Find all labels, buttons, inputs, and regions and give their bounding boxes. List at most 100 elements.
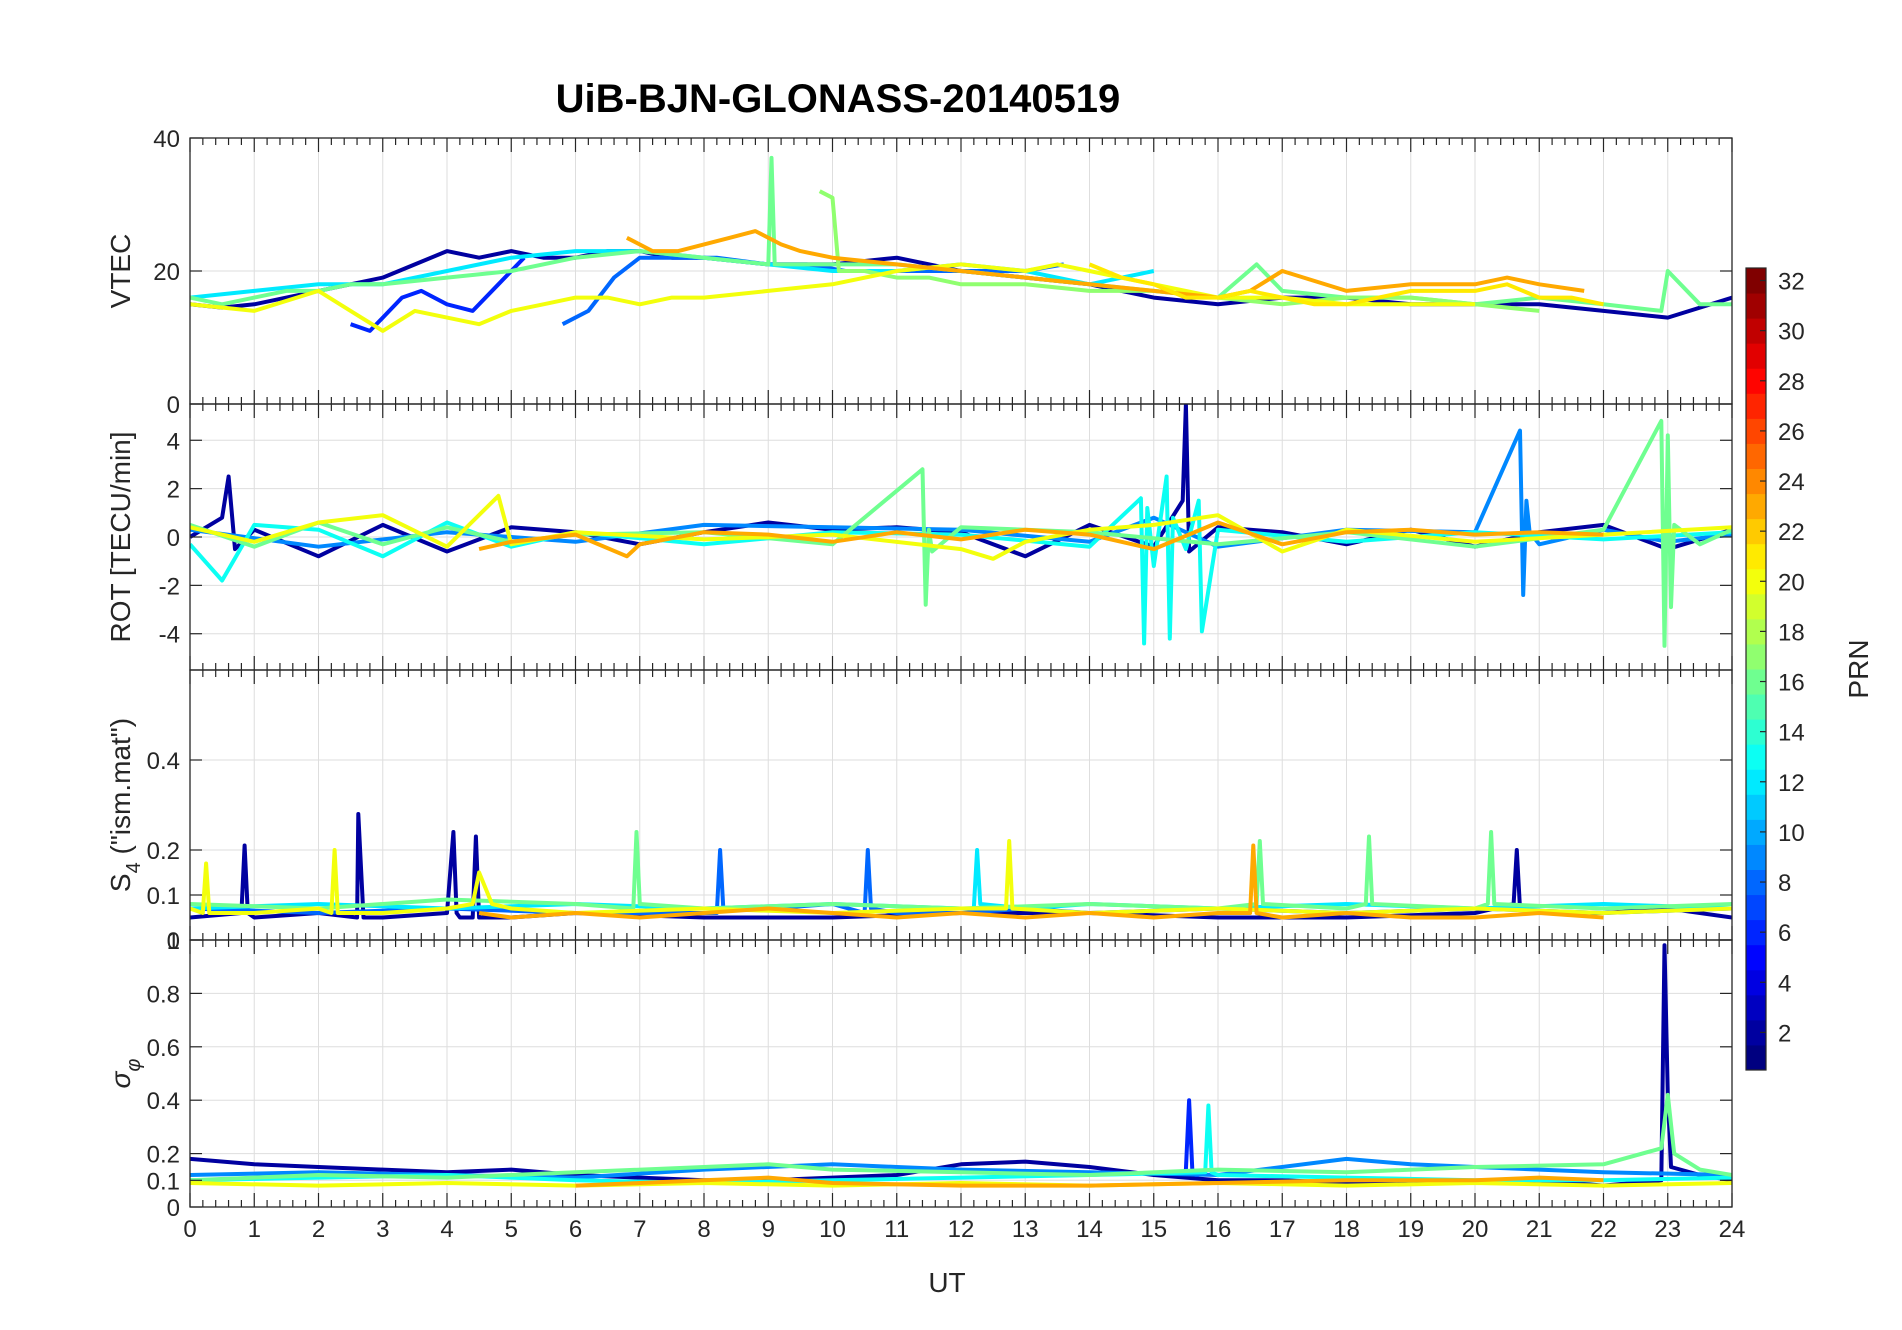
x-tick-label: 18	[1333, 1216, 1360, 1243]
colorbar-swatch	[1746, 493, 1766, 520]
series-line-prn-6	[349, 256, 526, 333]
colorbar-tick-label: 8	[1778, 870, 1791, 897]
series-group	[190, 943, 1732, 1188]
colorbar-label: PRN	[1843, 639, 1874, 698]
panel-vtec: 0 20 40 VTEC	[105, 126, 1733, 419]
series-line-prn-20	[190, 1181, 1732, 1188]
colorbar-tick-label: 22	[1778, 519, 1805, 546]
colorbar-swatch	[1746, 343, 1766, 369]
colorbar-swatch	[1746, 293, 1766, 319]
colorbar-swatch	[1746, 643, 1766, 670]
colorbar-tick-label: 14	[1778, 720, 1805, 747]
y-axis-label: S4 ("ism.mat")	[105, 718, 145, 892]
colorbar-frame	[1745, 267, 1767, 1071]
colorbar-swatch	[1746, 769, 1766, 795]
colorbar-tick-label: 2	[1778, 1020, 1791, 1047]
colorbar-swatch	[1746, 1019, 1766, 1046]
colorbar-swatch	[1746, 719, 1766, 745]
series-line-prn-23	[625, 229, 1585, 300]
colorbar-tick-label: 30	[1778, 319, 1805, 346]
x-axis-label: UT	[928, 1267, 965, 1298]
x-tick-label: 17	[1269, 1216, 1296, 1243]
series-line-prn-21	[1088, 262, 1604, 307]
y-tick-label: 0.6	[147, 1035, 180, 1062]
colorbar-tick-label: 12	[1778, 770, 1805, 797]
series-line-prn-20	[190, 839, 1732, 915]
colorbar-swatch	[1746, 418, 1766, 444]
y-tick-label: 20	[153, 259, 180, 286]
x-tick-label: 11	[884, 1216, 909, 1243]
colorbar-tick-label: 18	[1778, 619, 1805, 646]
y-tick-label: 0.1	[147, 1168, 180, 1195]
colorbar-swatch	[1746, 744, 1766, 770]
x-tick-label: 14	[1076, 1216, 1103, 1243]
x-tick-label: 2	[312, 1216, 325, 1243]
colorbar-swatch	[1746, 669, 1766, 695]
colorbar-swatch	[1746, 869, 1766, 896]
x-tick-label: 5	[505, 1216, 518, 1243]
x-tick-label: 7	[633, 1216, 646, 1243]
x-tick-labels: 0 1 2 3 4 5 6 7 8 9 10 11 12 13 14 15 16 17 18 19 20 21 22 23 24	[183, 1216, 1745, 1243]
series-line-prn-13	[190, 474, 1732, 646]
colorbar-swatch	[1746, 593, 1766, 620]
colorbar-swatch	[1746, 393, 1766, 419]
panel-rot: -4 -2 0 2 4 ROT [TECU/min]	[105, 403, 1733, 671]
colorbar-swatch	[1746, 819, 1766, 845]
colorbar-tick-label: 32	[1778, 269, 1805, 296]
y-axis-label: σφ	[105, 1059, 145, 1089]
y-tick-label: 0.8	[147, 981, 180, 1008]
x-tick-label: 6	[569, 1216, 582, 1243]
colorbar-swatch	[1746, 694, 1766, 720]
y-tick-label: 0.4	[147, 748, 180, 775]
colorbar-swatch	[1746, 919, 1766, 946]
y-tick-label: 0.2	[147, 838, 180, 865]
colorbar-swatch	[1746, 468, 1766, 495]
colorbar-swatch	[1746, 543, 1766, 570]
y-tick-label: 4	[167, 428, 180, 455]
y-tick-label: -2	[159, 573, 180, 600]
colorbar-tick-label: 16	[1778, 670, 1805, 697]
y-tick-label: 1	[167, 928, 180, 955]
y-tick-label: 40	[153, 126, 180, 153]
colorbar-swatch	[1746, 443, 1766, 469]
series-group	[190, 404, 1732, 648]
colorbar-tick-label: 6	[1778, 920, 1791, 947]
colorbar-tick-label: 26	[1778, 419, 1805, 446]
x-tick-label: 15	[1140, 1216, 1167, 1243]
series-line-prn-16	[190, 1092, 1732, 1183]
colorbar-swatch	[1746, 844, 1766, 870]
x-tick-label: 20	[1462, 1216, 1489, 1243]
x-tick-label: 0	[183, 1216, 196, 1243]
x-tick-label: 9	[762, 1216, 775, 1243]
colorbar-tick-label: 24	[1778, 469, 1805, 496]
colorbar-swatch	[1746, 268, 1766, 294]
y-tick-label: 0	[167, 928, 180, 955]
colorbar-swatch	[1746, 518, 1766, 545]
x-tick-label: 16	[1205, 1216, 1232, 1243]
y-axis-label: ROT [TECU/min]	[105, 431, 136, 642]
x-tick-label: 10	[819, 1216, 846, 1243]
y-tick-label: -4	[159, 622, 180, 649]
y-tick-label: 2	[167, 477, 180, 504]
y-tick-label: 0.4	[147, 1088, 180, 1115]
colorbar-swatch	[1746, 969, 1766, 996]
colorbar-tick-label: 10	[1778, 820, 1805, 847]
x-tick-label: 22	[1590, 1216, 1617, 1243]
series-line-prn-6	[1183, 1098, 1199, 1177]
y-tick-label: 0	[167, 392, 180, 419]
x-tick-label: 21	[1526, 1216, 1553, 1243]
x-tick-label: 1	[248, 1216, 261, 1243]
x-tick-label: 3	[376, 1216, 389, 1243]
colorbar-swatch	[1746, 794, 1766, 820]
x-tick-label: 12	[948, 1216, 975, 1243]
colorbar-swatch	[1746, 944, 1766, 971]
colorbar-swatch	[1746, 318, 1766, 344]
series-group	[190, 812, 1732, 920]
colorbar-tick-label: 28	[1778, 369, 1805, 396]
x-tick-label: 19	[1397, 1216, 1424, 1243]
colorbar-swatch	[1746, 618, 1766, 645]
series-line-prn-2	[190, 943, 1732, 1188]
